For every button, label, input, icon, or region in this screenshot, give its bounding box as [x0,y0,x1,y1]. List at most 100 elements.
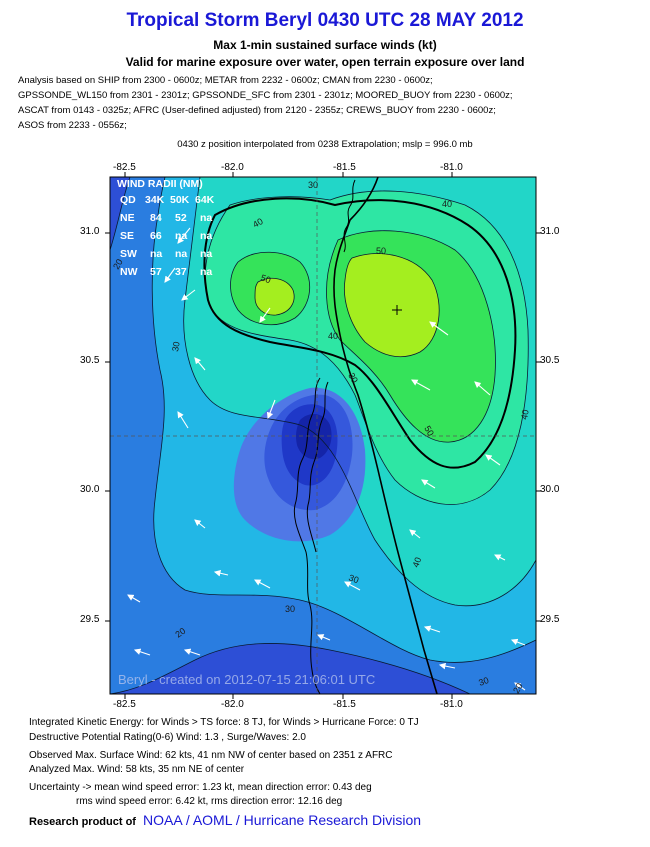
isotach-line [110,177,131,251]
wind-radii-cell: 84 [150,212,162,224]
map-title: Tropical Storm Beryl 0430 UTC 28 MAY 201… [126,10,524,31]
river [293,377,321,694]
wind-arrow [429,321,449,336]
max-wind-marker [392,305,402,315]
subtitle-exposure: Valid for marine exposure over water, op… [125,55,525,69]
contour-label: 20 [173,626,187,640]
dpr-text: Destructive Potential Rating(0-6) Wind: … [29,732,306,743]
analysis-sources: Analysis based on SHIP from 2300 - 0600z… [18,73,638,133]
lat-tick-label: 29.5 [540,614,560,625]
ike-text: Integrated Kinetic Energy: for Winds > T… [29,717,419,728]
wind-radii-cell: na [200,230,212,242]
contour-label: 40 [410,556,423,569]
contour-label: 40 [519,409,531,421]
wind-arrow [474,381,491,396]
analysis-line: ASCAT from 0143 - 0325z; AFRC (User-defi… [18,105,496,116]
research-prefix: Research product of [29,816,136,828]
wind-arrow [494,554,506,561]
wind-radii-cell: na [200,212,212,224]
isotach-line [151,177,536,663]
wind-radii-header: QD [120,194,136,206]
axis-ticks [105,172,541,699]
research-credit: Research product of NOAA / AOML / Hurric… [29,812,421,828]
contour-label: 20 [511,681,525,695]
river [306,381,329,553]
wind-arrow [133,648,151,656]
lon-tick-label: -81.5 [333,699,356,710]
analysis-line: ASOS from 2233 - 0556z; [18,120,127,131]
isotach-line [230,251,311,325]
wind-arrow [510,638,526,646]
wind-radii-cell: na [200,266,212,278]
wind-arrow [127,594,141,603]
coastline [333,177,438,694]
lon-tick-label: -81.0 [440,699,463,710]
analysis-line: Analysis based on SHIP from 2300 - 0600z… [18,75,433,86]
lat-tick-label: 31.0 [540,226,560,237]
contour-label: 30 [347,572,360,585]
wind-arrow [485,454,501,466]
lat-tick-label: 29.5 [80,614,100,625]
isotach-line [204,190,529,505]
contour-label: 30 [308,180,318,190]
interpolation-note: 0430 z position interpolated from 0238 E… [177,139,473,150]
contour-label: 40 [328,331,338,341]
contour-label: 30 [346,371,360,385]
wind-radii-header: 64K [195,194,215,206]
wind-arrow [409,529,421,539]
wind-arrow [421,479,436,489]
lat-tick-label: 30.5 [80,355,100,366]
analysis-line: GPSSONDE_WL150 from 2301 - 2301z; GPSSON… [18,90,513,101]
contour-label: 20 [111,257,125,271]
wind-arrow [177,227,191,244]
barrier-island [343,179,356,253]
isotach-line [326,230,496,443]
lon-tick-label: -82.5 [113,699,136,710]
analyzed-max-wind: Analyzed Max. Wind: 58 kts, 35 nm NE of … [29,764,245,775]
lon-tick-label: -81.5 [333,162,356,173]
lon-tick-label: -81.0 [440,162,463,173]
wind-radii-table: WIND RADII (NM) QD 34K 50K 64K NE 84 52 … [117,178,215,278]
subtitle-winds: Max 1-min sustained surface winds (kt) [213,38,437,52]
wind-arrow [194,357,206,371]
wind-radii-title: WIND RADII (NM) [117,178,203,190]
wind-vectors [127,227,526,691]
contour-fill-50 [255,278,295,316]
wind-arrow [259,307,271,323]
low-wind-ring-4 [296,413,332,460]
lat-tick-label: 30.5 [540,355,560,366]
contour-label: 40 [251,216,265,230]
map-credit: Beryl - created on 2012-07-15 21:06:01 U… [118,672,375,687]
wind-radii-quadrant: NE [120,212,135,224]
wind-arrow [316,634,331,641]
wind-radii-cell: na [175,248,187,260]
wind-radii-cell: na [175,230,187,242]
contour-label: 50 [259,272,272,285]
isotach-line [344,253,440,358]
wind-arrow [254,579,271,589]
wind-arrow [177,411,189,429]
wind-radii-quadrant: SE [120,230,134,242]
wind-radii-cell: 57 [150,266,162,278]
wind-arrow [438,662,456,670]
contour-label: 50 [376,246,386,256]
contour-label: 40 [442,199,452,209]
contour-label: 50 [422,424,436,438]
wind-arrow [181,289,196,301]
lon-tick-label: -82.0 [221,699,244,710]
observed-max-wind: Observed Max. Surface Wind: 62 kts, 41 n… [29,750,393,761]
wind-radii-cell: 66 [150,230,162,242]
contour-label: 30 [285,604,295,614]
wind-arrow [423,625,441,633]
research-org-link[interactable]: NOAA / AOML / Hurricane Research Divisio… [143,812,422,828]
lat-tick-label: 30.0 [80,484,100,495]
wind-arrow [266,399,276,420]
wind-arrow [344,581,361,591]
wind-arrow [213,570,229,577]
wind-arrow [164,267,176,283]
wind-radii-header: 50K [170,194,190,206]
lon-tick-label: -82.5 [113,162,136,173]
wind-arrow [411,379,431,391]
contour-labels: 20 20 30 30 30 30 30 40 40 40 40 40 50 5… [111,180,531,695]
